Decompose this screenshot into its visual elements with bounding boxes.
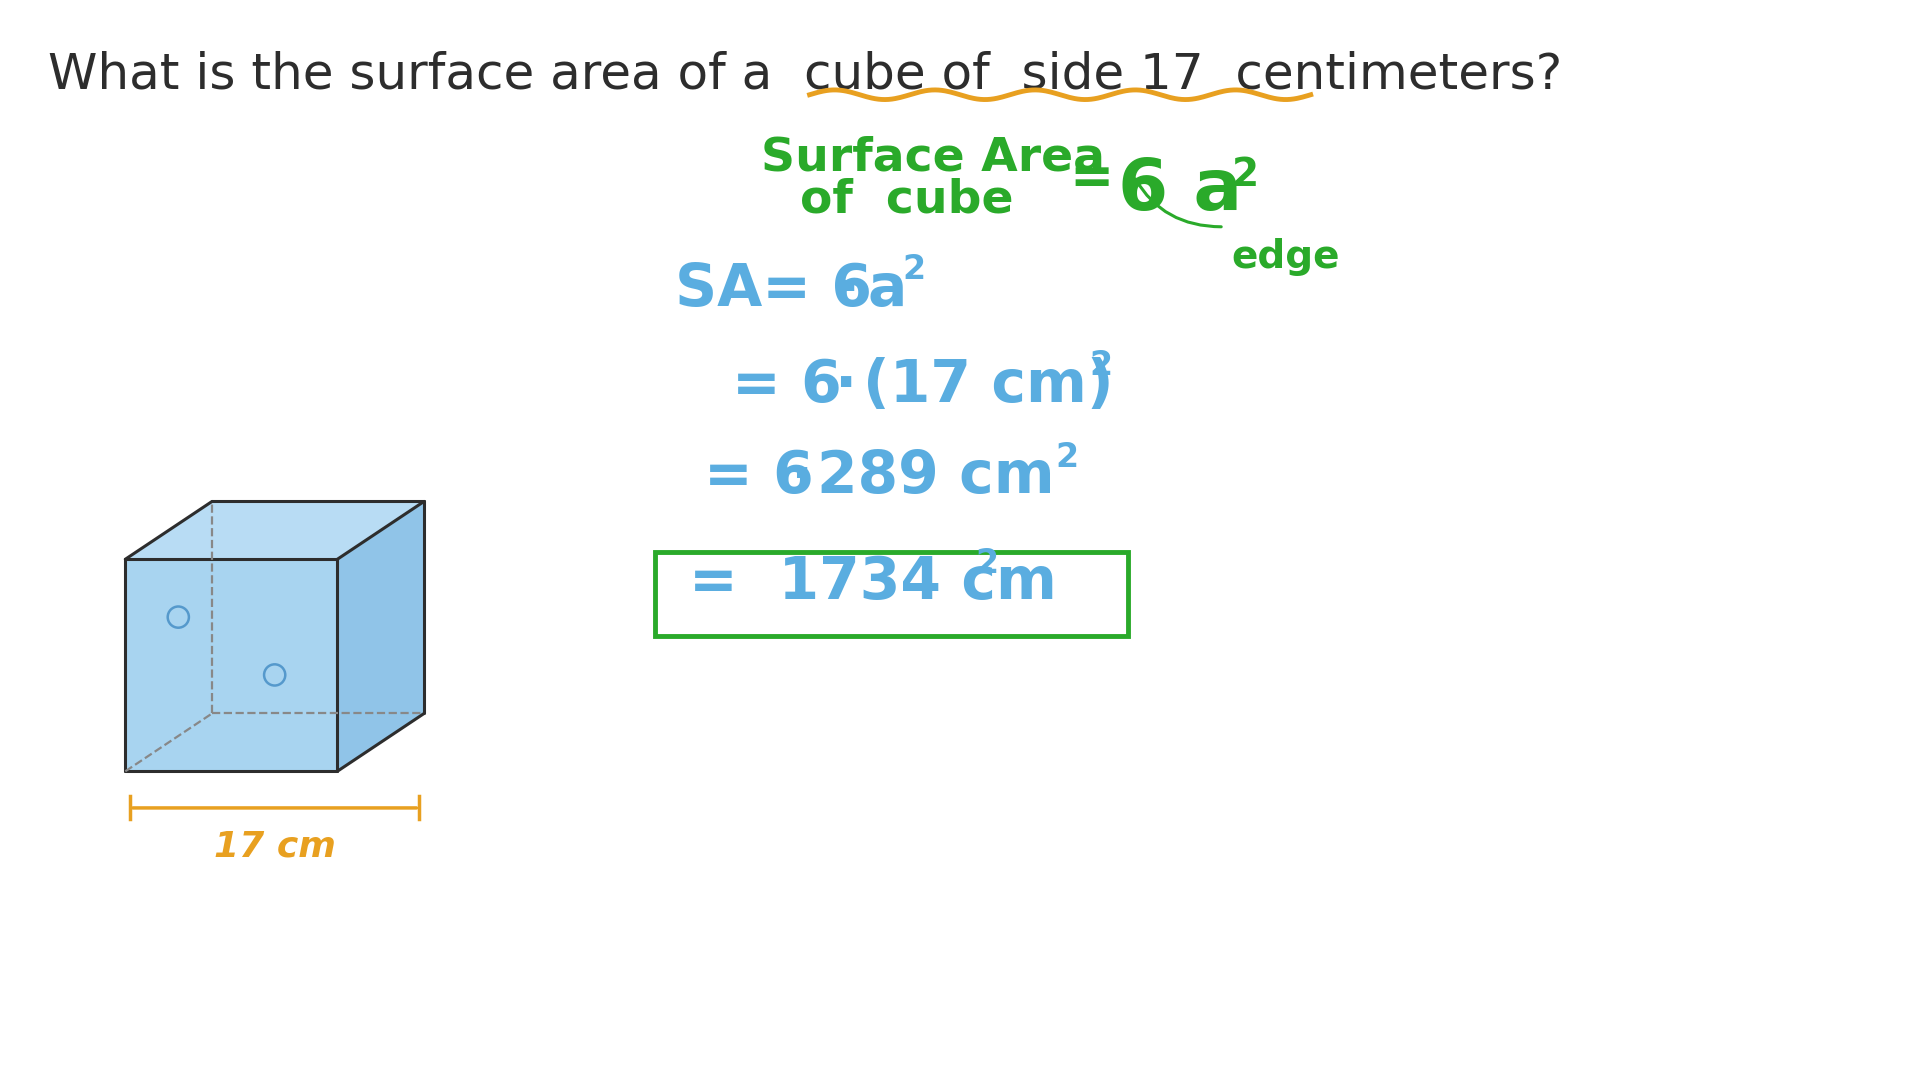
Text: = 6: = 6 (732, 356, 843, 414)
Text: 289 cm: 289 cm (818, 448, 1054, 505)
Text: 2: 2 (1056, 441, 1079, 474)
Text: What is the surface area of a  cube of  side 17  centimeters?: What is the surface area of a cube of si… (48, 51, 1563, 98)
Text: SA= 6: SA= 6 (674, 260, 872, 318)
Text: of  cube: of cube (801, 177, 1014, 222)
Polygon shape (125, 559, 338, 771)
Text: Surface Area: Surface Area (762, 135, 1106, 180)
Text: ⋅: ⋅ (833, 356, 856, 414)
Text: =: = (1069, 152, 1114, 204)
Text: edge: edge (1233, 239, 1340, 276)
Text: 2: 2 (975, 546, 998, 580)
Text: (17 cm): (17 cm) (862, 356, 1114, 414)
Polygon shape (125, 501, 424, 559)
Text: a: a (868, 260, 906, 318)
Text: = 6: = 6 (703, 448, 814, 505)
Text: ⋅: ⋅ (837, 260, 858, 318)
FancyBboxPatch shape (655, 552, 1127, 636)
Text: 2: 2 (1233, 157, 1260, 194)
Text: ⋅: ⋅ (791, 448, 812, 505)
Text: 6 a: 6 a (1117, 157, 1242, 226)
Text: =  1734 cm: = 1734 cm (689, 554, 1058, 611)
Polygon shape (338, 501, 424, 771)
Text: 2: 2 (1089, 349, 1112, 382)
Text: 2: 2 (902, 253, 925, 286)
Text: 17 cm: 17 cm (213, 829, 336, 863)
